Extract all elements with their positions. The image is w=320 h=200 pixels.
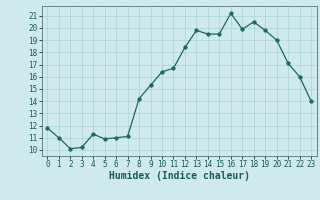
- X-axis label: Humidex (Indice chaleur): Humidex (Indice chaleur): [109, 171, 250, 181]
